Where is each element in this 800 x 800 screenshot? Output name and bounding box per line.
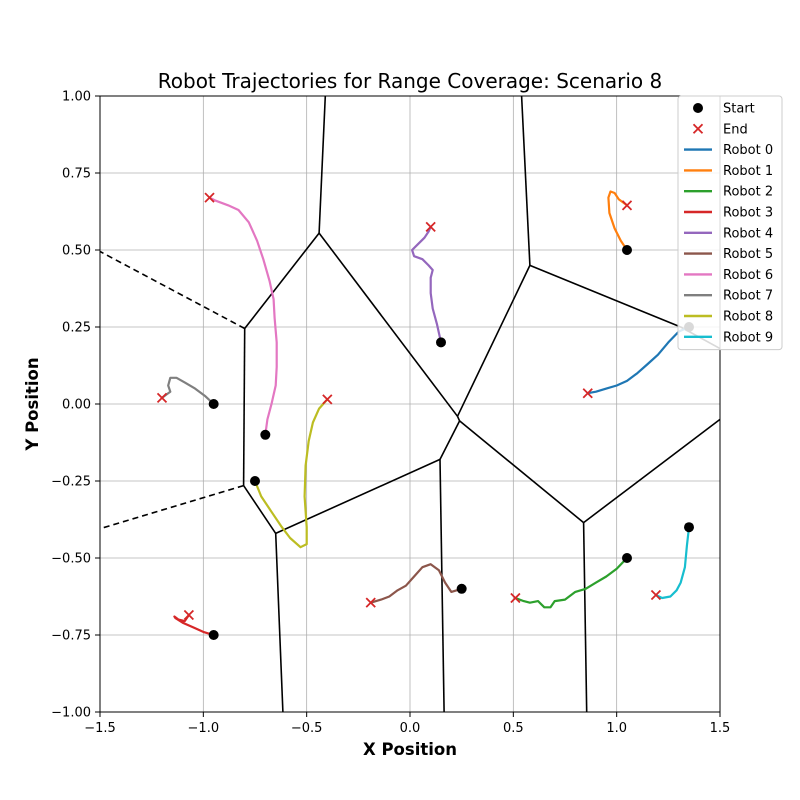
legend-start-label: Start bbox=[723, 102, 755, 117]
y-axis-label: Y Position bbox=[23, 357, 42, 451]
trajectory-line bbox=[173, 613, 215, 637]
voronoi-edge bbox=[100, 484, 244, 530]
voronoi-edge bbox=[439, 420, 461, 460]
start-marker bbox=[208, 399, 219, 409]
chart-title: Robot Trajectories for Range Coverage: S… bbox=[158, 69, 662, 93]
y-tick-label: −0.25 bbox=[51, 475, 91, 490]
legend-series-label: Robot 5 bbox=[723, 247, 773, 262]
voronoi-edge bbox=[274, 533, 284, 712]
y-tick-label: −1.00 bbox=[51, 706, 91, 721]
legend-end-marker bbox=[692, 123, 704, 134]
legend-box bbox=[677, 95, 783, 351]
end-marker bbox=[425, 221, 436, 233]
legend-series-label: Robot 3 bbox=[723, 206, 773, 221]
y-tick-label: 0.50 bbox=[62, 244, 91, 259]
end-marker bbox=[322, 394, 333, 405]
voronoi-edge bbox=[582, 522, 588, 712]
voronoi-edge bbox=[100, 250, 246, 330]
start-marker bbox=[622, 553, 632, 563]
legend-series-label: Robot 4 bbox=[723, 226, 773, 241]
voronoi-edge bbox=[583, 418, 720, 524]
end-marker bbox=[365, 597, 376, 608]
x-axis-label: X Position bbox=[363, 740, 457, 759]
trajectory-line bbox=[253, 398, 329, 549]
voronoi-edge bbox=[275, 458, 441, 535]
x-tick-label: 1.0 bbox=[606, 721, 627, 736]
start-marker bbox=[622, 245, 632, 255]
voronoi-edge bbox=[318, 232, 459, 417]
trajectory-line bbox=[369, 563, 463, 604]
voronoi-edge bbox=[242, 485, 277, 534]
voronoi-edge bbox=[459, 420, 585, 524]
x-tick-label: −1.0 bbox=[188, 721, 220, 736]
trajectory-line bbox=[654, 526, 691, 600]
start-marker bbox=[260, 429, 271, 440]
legend: Start End Robot 0 Robot 1 Robot 2 Robot 3 Robo… bbox=[677, 95, 783, 351]
x-tick-label: −1.5 bbox=[84, 721, 116, 736]
y-tick-label: −0.75 bbox=[51, 629, 91, 644]
legend-series-label: Robot 1 bbox=[723, 164, 773, 179]
x-tick-label: 0.0 bbox=[400, 721, 421, 736]
y-tick-label: 0.00 bbox=[62, 398, 91, 413]
start-marker bbox=[436, 337, 446, 348]
legend-series-label: Robot 8 bbox=[723, 310, 773, 325]
end-marker bbox=[650, 589, 662, 601]
trajectory-line bbox=[514, 556, 629, 609]
voronoi-edge bbox=[529, 264, 682, 328]
y-tick-label: 1.00 bbox=[62, 90, 91, 105]
start-marker bbox=[684, 522, 694, 533]
start-marker bbox=[250, 476, 260, 486]
y-tick-label: 0.75 bbox=[62, 167, 91, 182]
end-marker bbox=[621, 200, 633, 211]
end-marker bbox=[510, 592, 521, 604]
voronoi-edge bbox=[318, 96, 327, 234]
x-tick-label: 1.5 bbox=[710, 721, 731, 736]
legend-series-label: Robot 2 bbox=[723, 185, 773, 200]
end-marker bbox=[183, 609, 195, 621]
voronoi-edge bbox=[456, 415, 461, 422]
legend-series-label: Robot 9 bbox=[723, 330, 773, 345]
plot-area bbox=[100, 96, 720, 712]
trajectory-line bbox=[160, 376, 215, 406]
trajectory-line bbox=[607, 190, 629, 252]
end-marker bbox=[156, 392, 168, 403]
voronoi-edge bbox=[439, 459, 445, 712]
axes: −1.5 −1.0 −0.5 0.0 0.5 1.0 1.5 −1.00 −0.75 −0.50 −… bbox=[51, 90, 730, 737]
trajectory-line bbox=[586, 325, 691, 395]
y-tick-label: −0.50 bbox=[51, 552, 91, 567]
legend-end-label: End bbox=[723, 122, 748, 137]
x-tick-label: −0.5 bbox=[291, 721, 323, 736]
end-marker bbox=[204, 192, 215, 203]
voronoi-edge bbox=[244, 232, 320, 329]
start-marker bbox=[208, 630, 219, 640]
voronoi-edge bbox=[520, 96, 531, 266]
trajectory-line bbox=[411, 225, 443, 344]
trajectory-line bbox=[208, 196, 278, 436]
x-tick-label: 0.5 bbox=[503, 721, 524, 736]
voronoi-edge bbox=[456, 265, 531, 417]
legend-start-marker bbox=[693, 103, 703, 113]
y-tick-label: 0.25 bbox=[62, 321, 91, 336]
end-marker bbox=[582, 388, 593, 399]
start-marker bbox=[456, 583, 467, 594]
legend-series-label: Robot 7 bbox=[723, 289, 773, 304]
legend-series-label: Robot 0 bbox=[723, 143, 773, 158]
legend-series-label: Robot 6 bbox=[723, 268, 773, 283]
voronoi-edge bbox=[242, 328, 246, 486]
plot-clipped-group bbox=[100, 96, 720, 712]
